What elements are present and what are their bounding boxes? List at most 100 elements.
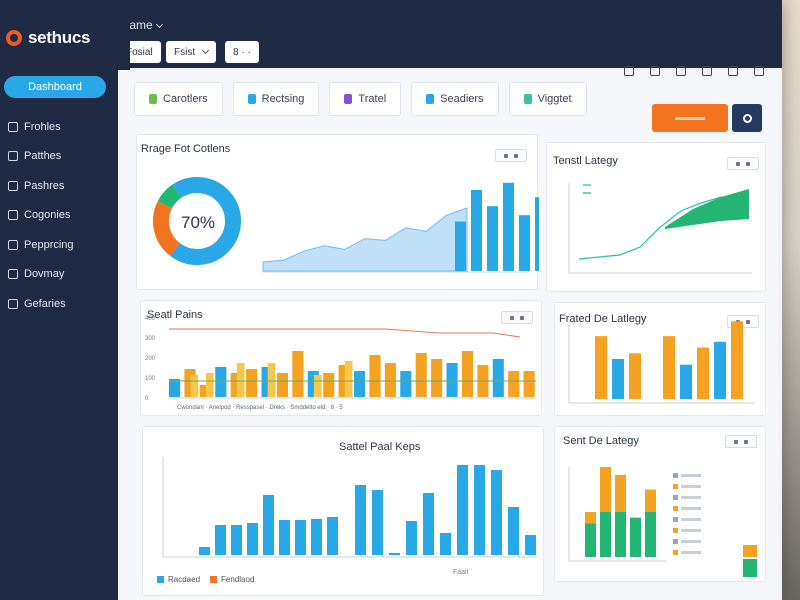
- legend-swatch-4: [673, 517, 678, 522]
- legend-swatch-6: [673, 539, 678, 544]
- chevron-down-icon[interactable]: [155, 20, 164, 29]
- bar-a-14: [384, 363, 396, 397]
- sidebar-item-label: Pepprcing: [24, 238, 74, 251]
- bar-a-6: [261, 367, 273, 397]
- trend-band: [665, 189, 749, 229]
- bar-a-22: [508, 371, 520, 397]
- primary-action-button[interactable]: [652, 104, 728, 132]
- stack-green-4: [645, 512, 656, 557]
- sidebar-item-5[interactable]: Dovmay: [8, 260, 74, 290]
- bar-a-17: [431, 359, 443, 397]
- legend-label: Fendlaod: [221, 575, 255, 584]
- bar-1: [471, 190, 482, 271]
- bar-right-10: [525, 535, 536, 555]
- filter-button-3[interactable]: Seadiers: [411, 82, 499, 116]
- filter-button-4[interactable]: Viggtet: [508, 82, 587, 116]
- print-icon[interactable]: [728, 66, 738, 76]
- legend-label-bar-1: [681, 485, 701, 488]
- donut-center-value: 70%: [181, 213, 216, 232]
- bar-right-7: [474, 465, 485, 555]
- sidebar-nav: Frohles Patthes Pashres Cogonies Pepprcing Do…: [8, 112, 74, 319]
- filter-label: Rectsing: [261, 93, 305, 105]
- donut-slice-1: [153, 201, 181, 256]
- edit-icon[interactable]: [676, 66, 686, 76]
- doc-icon[interactable]: [650, 66, 660, 76]
- filter-icon: [247, 94, 256, 104]
- filter-select-2[interactable]: Fsist: [166, 41, 217, 63]
- sidebar-item-4[interactable]: Pepprcing: [8, 230, 74, 260]
- chart-legend: Cwondanl · Anelpod · Resspasel · Dreks ·…: [177, 405, 343, 411]
- legend-item-1: Fendlaod: [210, 575, 254, 584]
- legend-swatch-1: [673, 484, 678, 489]
- bar-left-2: [231, 525, 242, 555]
- search-button[interactable]: [732, 104, 762, 132]
- donut-slice-2: [157, 184, 182, 209]
- stack-green-1: [600, 512, 611, 557]
- filter-button-1[interactable]: Rectsing: [232, 82, 320, 116]
- bar-left-4: [263, 495, 274, 555]
- filter-select-1-value: Fosial: [126, 46, 153, 58]
- bar-a-13: [369, 355, 381, 397]
- card-menu-button[interactable]: [727, 157, 759, 170]
- bar-left-7: [311, 519, 322, 555]
- sidebar-item-1[interactable]: Patthes: [8, 142, 74, 172]
- card-seat-pains: Seatl Pains 0 100 200 300 400 Cwondanl · Ane…: [140, 300, 542, 416]
- bar-4: [519, 215, 530, 271]
- bar-a-0: [169, 379, 181, 397]
- filter-icon: [344, 94, 353, 104]
- copy-icon[interactable]: [702, 66, 712, 76]
- legend-swatch: [157, 576, 164, 583]
- bar-a-16: [415, 353, 427, 397]
- stack-green-3: [630, 517, 641, 557]
- filter-button-0[interactable]: Carotlers: [134, 82, 223, 116]
- logo-text: sethucs: [28, 28, 91, 47]
- bar-right-6: [457, 465, 468, 555]
- sent-stacked-bar-chart: [568, 467, 757, 577]
- bar-right-1: [372, 490, 383, 555]
- seat-pains-bar-chart: 0 100 200 300 400: [145, 316, 536, 402]
- card-menu-button[interactable]: [501, 311, 533, 324]
- bar-left-3: [247, 523, 258, 555]
- bar-orange-2: [629, 353, 641, 399]
- bar-a-9: [307, 371, 319, 397]
- filter-select-3-value: 8 · ·: [233, 46, 251, 58]
- bar-left-6: [295, 520, 306, 555]
- bar-b-1: [190, 375, 199, 397]
- gear-icon: [8, 298, 18, 309]
- x-axis-label: Faalt: [453, 569, 469, 576]
- sidebar-item-6[interactable]: Gefaries: [8, 289, 74, 319]
- sidebar-item-label: Pashres: [24, 179, 65, 192]
- card-range-for-contents: Rrage Fot Cotlens 70%: [136, 134, 539, 290]
- chevron-down-icon: [202, 46, 210, 55]
- bar-right-4: [423, 493, 434, 555]
- sidebar-item-label: Cogonies: [24, 209, 71, 222]
- sidebar-item-3[interactable]: Cogonies: [8, 201, 74, 231]
- stack-green-2: [615, 512, 626, 557]
- bar-b-2: [206, 373, 214, 397]
- card-menu-button[interactable]: [495, 149, 527, 162]
- sidebar-item-label: Frohles: [24, 120, 61, 133]
- list-icon: [8, 210, 18, 221]
- bar-a-21: [492, 359, 504, 397]
- filter-label: Viggtet: [537, 93, 572, 105]
- filter-select-3[interactable]: 8 · ·: [225, 41, 259, 63]
- sidebar-item-2[interactable]: Pashres: [8, 171, 74, 201]
- filter-button-2[interactable]: Tratel: [329, 82, 402, 116]
- tag-icon: [8, 239, 18, 250]
- filter-icon: [149, 94, 157, 104]
- logo-icon: [6, 30, 22, 46]
- menu-icon[interactable]: [754, 66, 764, 76]
- bar-a-23: [523, 371, 535, 397]
- bar-left-5: [279, 520, 290, 555]
- bar-a-1: [184, 369, 196, 397]
- search-icon[interactable]: [624, 66, 634, 76]
- filter-bar: Carotlers Rectsing Tratel Seadiers Viggtet: [134, 82, 587, 116]
- sidebar-item-label: Dovmay: [24, 268, 65, 281]
- card-menu-button[interactable]: [725, 435, 757, 448]
- sidebar-item-dashboard[interactable]: Dashboard: [4, 76, 106, 98]
- grid-icon: [8, 151, 18, 162]
- sidebar-item-0[interactable]: Frohles: [8, 112, 74, 142]
- y-tick-label: 300: [145, 336, 156, 342]
- card-frated-category: Frated De Latlegy: [554, 302, 766, 416]
- bar-0: [455, 221, 466, 271]
